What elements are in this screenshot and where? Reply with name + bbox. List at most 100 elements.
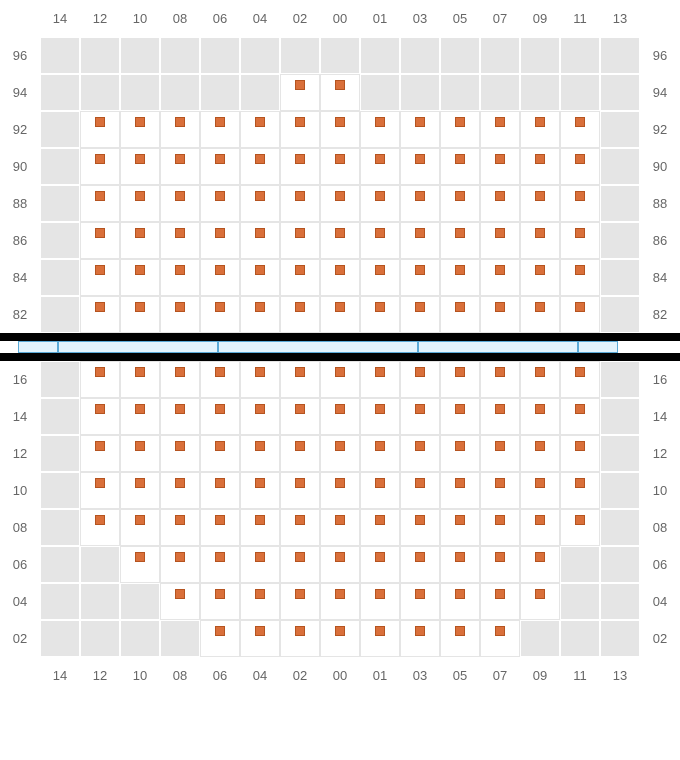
slot-cell[interactable] [560,398,600,435]
container-marker[interactable] [215,367,225,377]
container-marker[interactable] [135,404,145,414]
container-marker[interactable] [295,515,305,525]
slot-cell[interactable] [440,296,480,333]
container-marker[interactable] [375,589,385,599]
container-marker[interactable] [495,404,505,414]
slot-cell[interactable] [80,509,120,546]
container-marker[interactable] [375,478,385,488]
slot-cell[interactable] [480,620,520,657]
container-marker[interactable] [495,302,505,312]
container-marker[interactable] [335,117,345,127]
container-marker[interactable] [215,515,225,525]
slot-cell[interactable] [240,583,280,620]
slot-cell[interactable] [240,546,280,583]
slot-cell[interactable] [320,296,360,333]
container-marker[interactable] [255,302,265,312]
slot-cell[interactable] [160,472,200,509]
slot-cell[interactable] [320,74,360,111]
slot-cell[interactable] [360,435,400,472]
container-marker[interactable] [455,441,465,451]
container-marker[interactable] [455,404,465,414]
container-marker[interactable] [535,589,545,599]
slot-cell[interactable] [400,185,440,222]
container-marker[interactable] [135,228,145,238]
slot-cell[interactable] [80,111,120,148]
slot-cell[interactable] [280,185,320,222]
container-marker[interactable] [415,478,425,488]
container-marker[interactable] [255,228,265,238]
slot-cell[interactable] [160,546,200,583]
container-marker[interactable] [175,441,185,451]
slot-cell[interactable] [280,546,320,583]
container-marker[interactable] [335,478,345,488]
slot-cell[interactable] [360,361,400,398]
slot-cell[interactable] [280,472,320,509]
slot-cell[interactable] [400,398,440,435]
slot-cell[interactable] [200,583,240,620]
slot-cell[interactable] [480,259,520,296]
container-marker[interactable] [135,117,145,127]
container-marker[interactable] [95,265,105,275]
container-marker[interactable] [535,552,545,562]
container-marker[interactable] [535,478,545,488]
slot-cell[interactable] [160,185,200,222]
container-marker[interactable] [215,404,225,414]
slot-cell[interactable] [440,361,480,398]
container-marker[interactable] [255,626,265,636]
slot-cell[interactable] [240,361,280,398]
slot-cell[interactable] [280,583,320,620]
container-marker[interactable] [95,191,105,201]
container-marker[interactable] [495,478,505,488]
container-marker[interactable] [415,302,425,312]
slot-cell[interactable] [320,185,360,222]
container-marker[interactable] [535,404,545,414]
container-marker[interactable] [175,367,185,377]
container-marker[interactable] [175,404,185,414]
slot-cell[interactable] [200,185,240,222]
container-marker[interactable] [455,228,465,238]
container-marker[interactable] [575,404,585,414]
slot-cell[interactable] [520,148,560,185]
slot-cell[interactable] [360,509,400,546]
container-marker[interactable] [415,191,425,201]
slot-cell[interactable] [320,509,360,546]
container-marker[interactable] [495,367,505,377]
slot-cell[interactable] [520,435,560,472]
slot-cell[interactable] [400,296,440,333]
container-marker[interactable] [135,265,145,275]
container-marker[interactable] [455,265,465,275]
slot-cell[interactable] [240,185,280,222]
container-marker[interactable] [135,441,145,451]
slot-cell[interactable] [240,296,280,333]
container-marker[interactable] [495,154,505,164]
container-marker[interactable] [95,228,105,238]
slot-cell[interactable] [360,583,400,620]
container-marker[interactable] [455,367,465,377]
slot-cell[interactable] [280,296,320,333]
slot-cell[interactable] [400,222,440,259]
slot-cell[interactable] [480,398,520,435]
container-marker[interactable] [135,367,145,377]
container-marker[interactable] [295,191,305,201]
container-marker[interactable] [415,589,425,599]
container-marker[interactable] [335,589,345,599]
container-marker[interactable] [535,367,545,377]
slot-cell[interactable] [520,259,560,296]
slot-cell[interactable] [520,111,560,148]
slot-cell[interactable] [320,361,360,398]
container-marker[interactable] [135,154,145,164]
container-marker[interactable] [535,515,545,525]
slot-cell[interactable] [480,546,520,583]
container-marker[interactable] [495,228,505,238]
container-marker[interactable] [255,367,265,377]
slot-cell[interactable] [520,583,560,620]
slot-cell[interactable] [480,148,520,185]
slot-cell[interactable] [400,583,440,620]
container-marker[interactable] [575,478,585,488]
slot-cell[interactable] [120,185,160,222]
container-marker[interactable] [335,552,345,562]
slot-cell[interactable] [200,296,240,333]
slot-cell[interactable] [280,361,320,398]
container-marker[interactable] [575,228,585,238]
slot-cell[interactable] [80,435,120,472]
